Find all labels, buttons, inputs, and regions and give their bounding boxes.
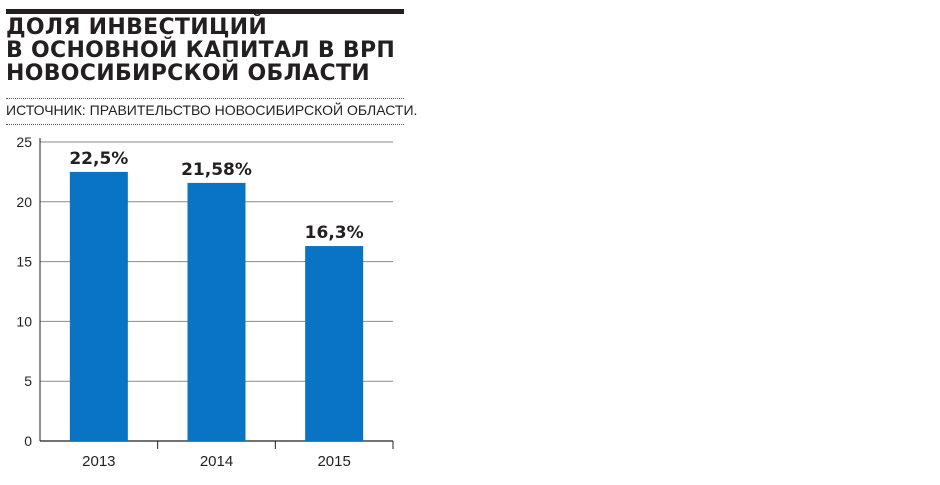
y-tick-label: 25 — [16, 134, 32, 150]
data-label-2013: 22,5% — [69, 149, 128, 169]
source-top-divider — [6, 98, 404, 99]
data-label-2015: 16,3% — [305, 223, 364, 243]
x-tick-label-2015: 2015 — [317, 453, 350, 470]
y-tick-label: 5 — [24, 373, 32, 389]
data-label-2014: 21,58% — [181, 160, 252, 180]
chart-title: ДОЛЯ ИНВЕСТИЦИЙ В ОСНОВНОЙ КАПИТАЛ В ВРП… — [6, 16, 406, 85]
source-note: ИСТОЧНИК: ПРАВИТЕЛЬСТВО НОВОСИБИРСКОЙ ОБ… — [6, 102, 418, 118]
chart-title-line-1: ДОЛЯ ИНВЕСТИЦИЙ — [6, 15, 268, 40]
y-tick-label: 0 — [24, 433, 32, 449]
chart-title-line-2: В ОСНОВНОЙ КАПИТАЛ В ВРП — [6, 38, 396, 63]
x-tick-label-2014: 2014 — [200, 453, 233, 470]
bar-2015 — [305, 246, 364, 441]
x-tick-label-2013: 2013 — [82, 453, 115, 470]
bar-2014 — [187, 182, 246, 441]
bar-chart: 0 5 10 15 20 25 22,5% 2013 21,58% 2014 16,3% 2015 — [16, 134, 394, 470]
bar-2013 — [69, 171, 128, 441]
title-top-rule — [6, 9, 404, 14]
source-bottom-divider — [6, 124, 404, 125]
y-tick-label: 10 — [16, 313, 32, 329]
y-tick-label: 15 — [16, 254, 32, 270]
chart-title-line-3: НОВОСИБИРСКОЙ ОБЛАСТИ — [6, 61, 370, 86]
chart-figure: ДОЛЯ ИНВЕСТИЦИЙ В ОСНОВНОЙ КАПИТАЛ В ВРП… — [0, 0, 417, 485]
y-tick-label: 20 — [16, 194, 32, 210]
